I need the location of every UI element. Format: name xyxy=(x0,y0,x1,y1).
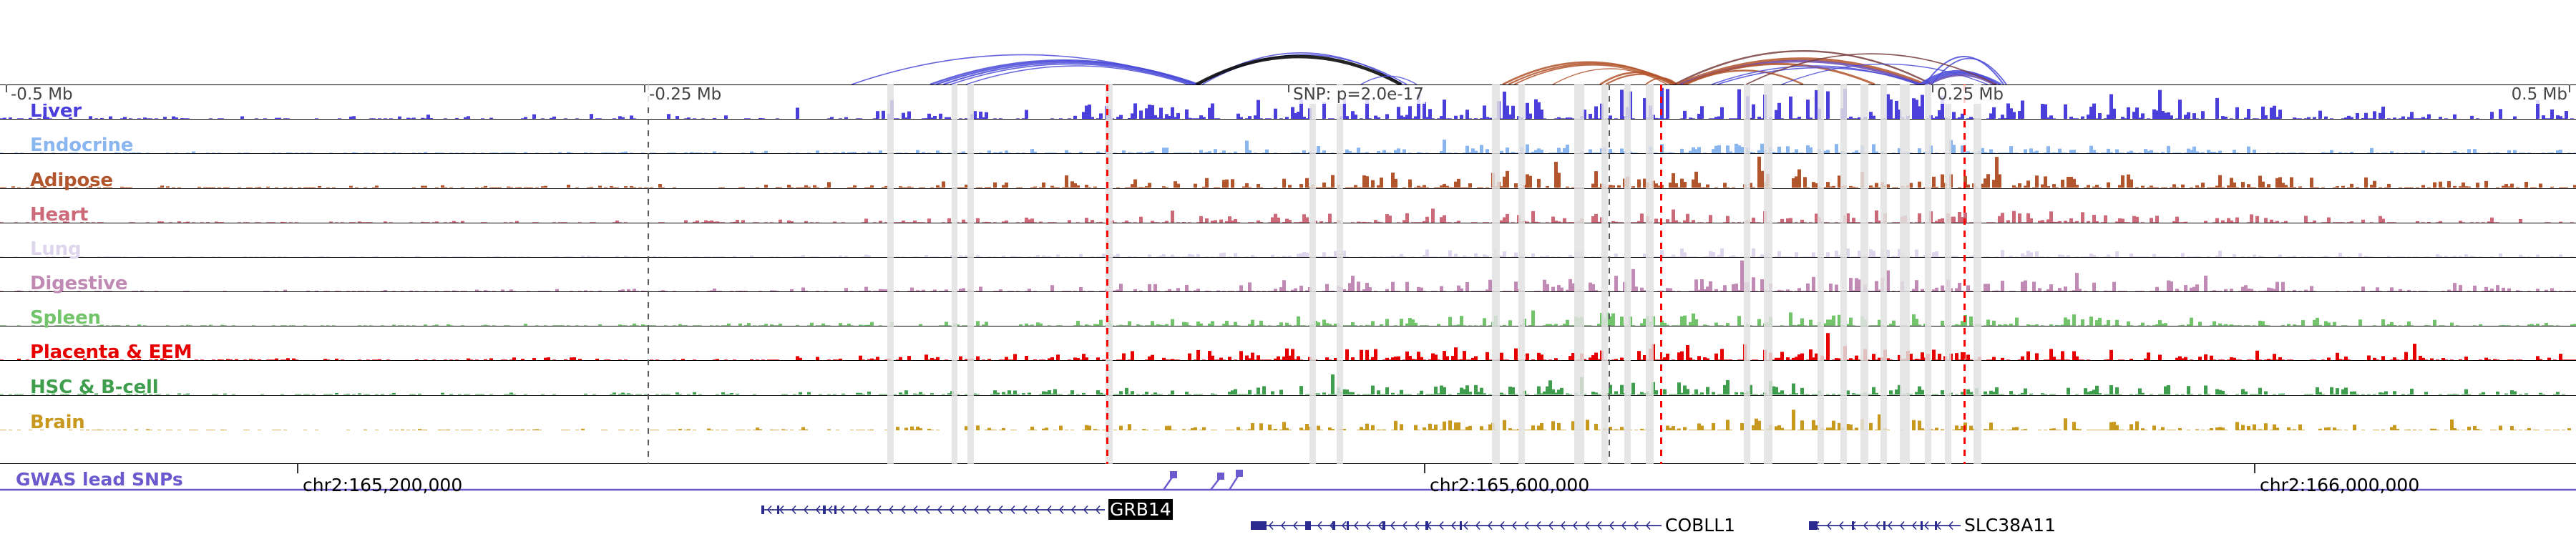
signal-track-digestive: Digestive xyxy=(0,258,2576,293)
gwas-lead-snps-track xyxy=(0,464,2576,501)
gene-label-cobll1: COBLL1 xyxy=(1665,515,1736,536)
gene-svg xyxy=(761,505,1961,531)
track-signal-canvas xyxy=(0,223,2576,257)
signal-track-endocrine: Endocrine xyxy=(0,120,2576,155)
track-signal-canvas xyxy=(0,85,2576,120)
signal-track-brain: Brain xyxy=(0,396,2576,432)
track-signal-canvas xyxy=(0,326,2576,361)
signal-track-lung: Lung xyxy=(0,223,2576,258)
track-signal-canvas xyxy=(0,189,2576,223)
gwas-svg xyxy=(0,470,2576,491)
signal-track-liver: Liver xyxy=(0,85,2576,120)
signal-track-heart: Heart xyxy=(0,189,2576,224)
track-signal-canvas xyxy=(0,120,2576,154)
track-signal-canvas xyxy=(0,292,2576,326)
gene-annotation-track xyxy=(0,500,2576,537)
coordinate-tick xyxy=(297,464,298,473)
coordinate-label: chr2:166,000,000 xyxy=(2260,475,2420,495)
track-signal-canvas xyxy=(0,258,2576,292)
gwas-lead-snps-label: GWAS lead SNPs xyxy=(16,469,183,490)
gene-label-grb14: GRB14 xyxy=(1108,499,1173,520)
arc-svg xyxy=(851,50,2007,84)
signal-track-hsc-b-cell: HSC & B-cell xyxy=(0,361,2576,397)
signal-track-adipose: Adipose xyxy=(0,154,2576,190)
gene-label-slc38a11: SLC38A11 xyxy=(1964,515,2056,536)
coordinate-tick xyxy=(1424,464,1425,473)
coordinate-tick xyxy=(2254,464,2255,473)
track-signal-canvas xyxy=(0,154,2576,188)
track-signal-canvas xyxy=(0,396,2576,430)
signal-track-spleen: Spleen xyxy=(0,292,2576,327)
chromatin-interaction-arc-panel xyxy=(0,0,2576,84)
signal-track-placenta-eem: Placenta & EEM xyxy=(0,326,2576,362)
track-signal-canvas xyxy=(0,361,2576,395)
coordinate-label: chr2:165,600,000 xyxy=(1430,475,1590,495)
coordinate-label: chr2:165,200,000 xyxy=(303,475,463,495)
signal-track-stack: Liver Endocrine Adipose Heart Lung Digestive S… xyxy=(0,84,2576,464)
